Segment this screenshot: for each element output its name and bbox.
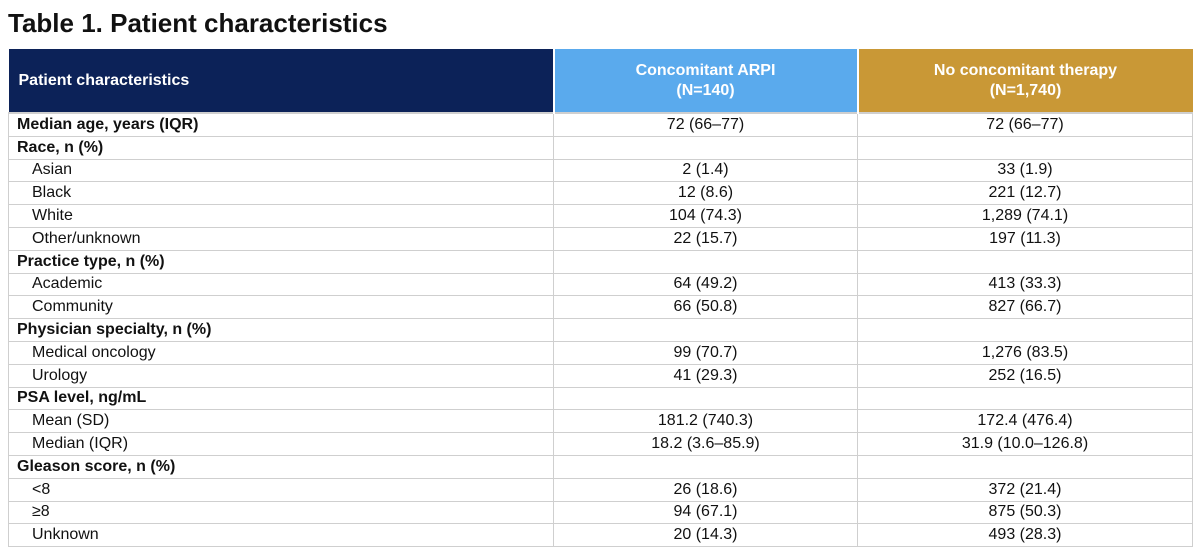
cell-no-concomitant-therapy <box>857 249 1193 274</box>
table-row: Medical oncology 99 (70.7) 1,276 (83.5) <box>8 340 1193 365</box>
table-title: Table 1. Patient characteristics <box>8 8 388 38</box>
cell-concomitant-arpi: 66 (50.8) <box>553 295 858 320</box>
row-label: Physician specialty, n (%) <box>8 318 554 342</box>
cell-concomitant-arpi <box>553 454 858 479</box>
cell-no-concomitant-therapy: 1,289 (74.1) <box>857 204 1193 228</box>
cell-concomitant-arpi: 181.2 (740.3) <box>553 409 858 434</box>
cell-no-concomitant-therapy: 413 (33.3) <box>857 272 1193 297</box>
table-row: Physician specialty, n (%) <box>8 318 1193 342</box>
cell-no-concomitant-therapy: 372 (21.4) <box>857 477 1193 502</box>
patient-characteristics-table: Patient characteristics Concomitant ARPI… <box>8 49 1193 548</box>
cell-concomitant-arpi: 104 (74.3) <box>553 204 858 228</box>
cell-concomitant-arpi: 18.2 (3.6–85.9) <box>553 432 858 456</box>
table-row: Community 66 (50.8) 827 (66.7) <box>8 295 1193 320</box>
cell-concomitant-arpi: 72 (66–77) <box>553 111 858 137</box>
row-label: Medical oncology <box>8 340 554 365</box>
table-row: Other/unknown 22 (15.7) 197 (11.3) <box>8 226 1193 251</box>
header-col3-line1: No concomitant therapy <box>933 61 1118 79</box>
table-row: Race, n (%) <box>8 135 1193 160</box>
header-concomitant-arpi: Concomitant ARPI (N=140) <box>552 49 858 113</box>
table-row: Unknown 20 (14.3) 493 (28.3) <box>8 523 1193 548</box>
cell-concomitant-arpi: 20 (14.3) <box>553 523 858 548</box>
cell-no-concomitant-therapy <box>857 318 1193 342</box>
header-col2-line2: (N=140) <box>676 81 735 99</box>
cell-concomitant-arpi: 41 (29.3) <box>553 363 858 388</box>
table-row: Practice type, n (%) <box>8 249 1193 274</box>
cell-no-concomitant-therapy <box>857 135 1193 160</box>
table-row: Median age, years (IQR) 72 (66–77) 72 (66–… <box>8 111 1193 137</box>
cell-no-concomitant-therapy: 875 (50.3) <box>857 500 1193 525</box>
cell-concomitant-arpi <box>553 135 858 160</box>
row-label: Race, n (%) <box>8 135 554 160</box>
table-body: Median age, years (IQR) 72 (66–77) 72 (66–… <box>8 111 1193 548</box>
cell-no-concomitant-therapy: 31.9 (10.0–126.8) <box>857 432 1193 456</box>
cell-concomitant-arpi <box>553 386 858 411</box>
table-row: Urology 41 (29.3) 252 (16.5) <box>8 363 1193 388</box>
cell-concomitant-arpi: 12 (8.6) <box>553 181 858 206</box>
row-label: Median (IQR) <box>8 432 554 456</box>
row-label: Other/unknown <box>8 226 554 251</box>
cell-concomitant-arpi: 94 (67.1) <box>553 500 858 525</box>
row-label: Practice type, n (%) <box>8 249 554 274</box>
row-label: ≥8 <box>8 500 554 525</box>
row-label: Academic <box>8 272 554 297</box>
cell-no-concomitant-therapy <box>857 454 1193 479</box>
cell-no-concomitant-therapy: 252 (16.5) <box>857 363 1193 388</box>
cell-concomitant-arpi <box>553 249 858 274</box>
cell-no-concomitant-therapy: 221 (12.7) <box>857 181 1193 206</box>
row-label: Asian <box>8 158 554 183</box>
cell-no-concomitant-therapy: 827 (66.7) <box>857 295 1193 320</box>
cell-no-concomitant-therapy: 197 (11.3) <box>857 226 1193 251</box>
table-row: Asian 2 (1.4) 33 (1.9) <box>8 158 1193 183</box>
header-no-concomitant-therapy: No concomitant therapy (N=1,740) <box>856 49 1193 113</box>
row-label: Unknown <box>8 523 554 548</box>
table-row: ≥8 94 (67.1) 875 (50.3) <box>8 500 1193 525</box>
cell-no-concomitant-therapy: 172.4 (476.4) <box>857 409 1193 434</box>
cell-concomitant-arpi <box>553 318 858 342</box>
table-header-row: Patient characteristics Concomitant ARPI… <box>8 49 1193 113</box>
cell-concomitant-arpi: 26 (18.6) <box>553 477 858 502</box>
row-label: Gleason score, n (%) <box>8 454 554 479</box>
row-label: PSA level, ng/mL <box>8 386 554 411</box>
table-row: Mean (SD) 181.2 (740.3) 172.4 (476.4) <box>8 409 1193 434</box>
row-label: Black <box>8 181 554 206</box>
cell-concomitant-arpi: 99 (70.7) <box>553 340 858 365</box>
header-col1-label: Patient characteristics <box>18 71 190 89</box>
table-row: PSA level, ng/mL <box>8 386 1193 411</box>
table-row: Academic 64 (49.2) 413 (33.3) <box>8 272 1193 297</box>
row-label: Mean (SD) <box>8 409 554 434</box>
cell-concomitant-arpi: 64 (49.2) <box>553 272 858 297</box>
cell-no-concomitant-therapy: 33 (1.9) <box>857 158 1193 183</box>
header-patient-characteristics: Patient characteristics <box>8 49 554 113</box>
header-col2-line1: Concomitant ARPI <box>635 61 776 79</box>
cell-concomitant-arpi: 2 (1.4) <box>553 158 858 183</box>
cell-no-concomitant-therapy: 493 (28.3) <box>857 523 1193 548</box>
row-label: Urology <box>8 363 554 388</box>
cell-no-concomitant-therapy: 1,276 (83.5) <box>857 340 1193 365</box>
table-row: Median (IQR) 18.2 (3.6–85.9) 31.9 (10.0–12… <box>8 432 1193 456</box>
cell-no-concomitant-therapy <box>857 386 1193 411</box>
row-label: Community <box>8 295 554 320</box>
row-label: <8 <box>8 477 554 502</box>
table-row: Black 12 (8.6) 221 (12.7) <box>8 181 1193 206</box>
row-label: Median age, years (IQR) <box>8 111 554 137</box>
cell-no-concomitant-therapy: 72 (66–77) <box>857 111 1193 137</box>
cell-concomitant-arpi: 22 (15.7) <box>553 226 858 251</box>
table-row: Gleason score, n (%) <box>8 454 1193 479</box>
row-label: White <box>8 204 554 228</box>
table-row: <8 26 (18.6) 372 (21.4) <box>8 477 1193 502</box>
header-col3-line2: (N=1,740) <box>989 81 1062 99</box>
table-row: White 104 (74.3) 1,289 (74.1) <box>8 204 1193 228</box>
